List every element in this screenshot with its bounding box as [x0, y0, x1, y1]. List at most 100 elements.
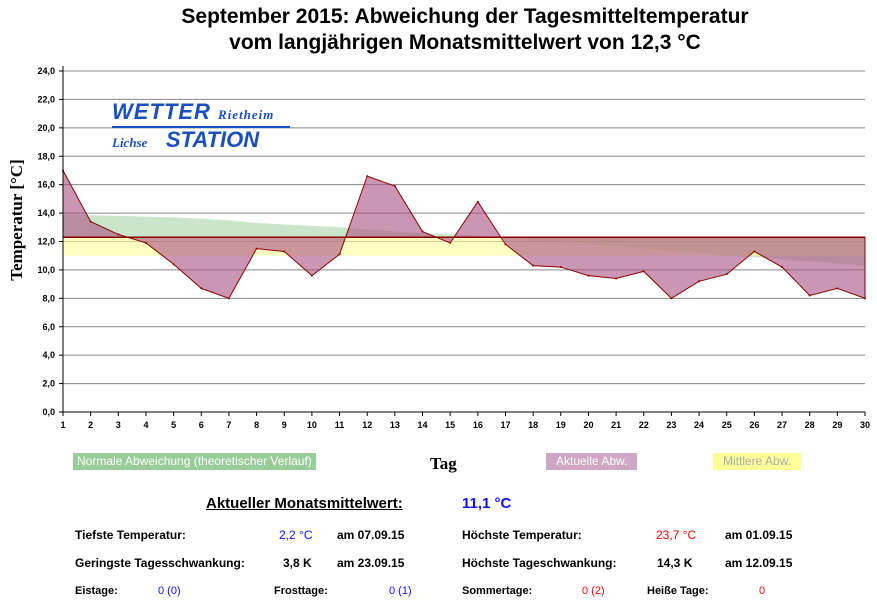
x-tick-label: 17	[500, 420, 510, 430]
min-range-date: am 23.09.15	[337, 556, 405, 570]
legend-actual: Aktuelle Abw.	[546, 453, 638, 470]
data-point	[393, 185, 396, 188]
y-tick-label: 22,0	[37, 94, 55, 104]
data-point	[615, 277, 618, 280]
x-tick-label: 4	[143, 420, 148, 430]
y-tick-label: 12,0	[37, 237, 55, 247]
x-tick-label: 29	[832, 420, 842, 430]
data-point	[476, 200, 479, 203]
frosttage-label: Frosttage:	[274, 585, 328, 597]
x-tick-label: 12	[362, 420, 372, 430]
data-point	[338, 253, 341, 256]
data-point	[559, 266, 562, 269]
title-line2: vom langjährigen Monatsmittelwert von 12…	[229, 31, 701, 54]
frosttage-value: 0 (1)	[389, 585, 412, 597]
y-tick-label: 20,0	[37, 123, 55, 133]
logo-lichse: Lichse	[112, 135, 148, 150]
x-tick-label: 26	[749, 420, 759, 430]
chart-title: September 2015: Abweichung der Tagesmitt…	[0, 4, 877, 56]
max-range-date: am 12.09.15	[725, 556, 793, 570]
data-point	[366, 175, 369, 178]
min-range-label: Geringste Tagesschwankung:	[75, 556, 245, 570]
y-tick-label: 10,0	[37, 265, 55, 275]
heisse-tage-label: Heiße Tage:	[647, 585, 709, 597]
data-point	[587, 274, 590, 277]
x-tick-label: 13	[390, 420, 400, 430]
x-tick-label: 7	[226, 420, 231, 430]
data-point	[449, 241, 452, 244]
sommertage-label: Sommertage:	[462, 585, 533, 597]
x-tick-label: 1	[60, 420, 65, 430]
x-tick-label: 18	[528, 420, 538, 430]
data-point	[89, 220, 92, 223]
x-tick-label: 20	[583, 420, 593, 430]
min-temp-label: Tiefste Temperatur:	[75, 528, 186, 542]
data-point	[504, 243, 507, 246]
x-tick-label: 8	[254, 420, 259, 430]
x-tick-label: 15	[445, 420, 455, 430]
data-point	[532, 264, 535, 267]
data-point	[172, 263, 175, 266]
heisse-tage-value: 0	[759, 585, 766, 597]
data-point	[808, 294, 811, 297]
normal-deviation-area	[63, 214, 865, 266]
chart-plot: 0,0 2,0 4,0 6,0 8,0 10,0 12,0 14,0 16,0 18,0 20,0 2…	[37, 66, 870, 430]
x-tick-label: 24	[694, 420, 704, 430]
legend-mean: Mittlere Abw.	[713, 453, 802, 470]
x-tick-label: 5	[171, 420, 176, 430]
min-temp-date: am 07.09.15	[337, 528, 405, 542]
eistage-label: Eistage:	[75, 585, 118, 597]
data-point	[144, 241, 147, 244]
month-mean-label: Aktueller Monatsmittelwert:	[206, 495, 403, 512]
legend-normal: Normale Abweichung (theoretischer Verlau…	[73, 453, 316, 470]
logo-station: STATION	[165, 127, 260, 152]
wetterstation-logo: WETTER Rietheim Lichse STATION	[112, 101, 290, 155]
month-mean-value: 11,1 °C	[462, 495, 512, 512]
x-tick-label: 30	[860, 420, 870, 430]
logo-wetter: WETTER	[112, 99, 211, 124]
data-point	[670, 297, 673, 300]
data-point	[117, 233, 120, 236]
x-tick-label: 14	[418, 420, 428, 430]
x-tick-label: 16	[473, 420, 483, 430]
x-tick-label: 6	[199, 420, 204, 430]
data-point	[725, 273, 728, 276]
data-point	[283, 250, 286, 253]
max-temp-date: am 01.09.15	[725, 528, 793, 542]
y-tick-label: 8,0	[42, 293, 55, 303]
x-tick-label: 9	[282, 420, 287, 430]
min-range-value: 3,8 K	[283, 556, 312, 570]
max-temp-label: Höchste Temperatur:	[462, 528, 582, 542]
x-tick-label: 25	[722, 420, 732, 430]
y-tick-label: 4,0	[42, 350, 55, 360]
data-point	[642, 270, 645, 273]
data-point	[864, 297, 866, 300]
data-point	[310, 274, 313, 277]
x-tick-label: 27	[777, 420, 787, 430]
data-point	[698, 280, 701, 283]
sommertage-value: 0 (2)	[582, 585, 605, 597]
max-temp-value: 23,7 °C	[656, 528, 697, 542]
x-tick-label: 19	[556, 420, 566, 430]
y-tick-label: 6,0	[42, 322, 55, 332]
max-range-label: Höchste Tageschwankung:	[462, 556, 617, 570]
x-tick-label: 22	[639, 420, 649, 430]
max-range-value: 14,3 K	[657, 556, 693, 570]
x-tick-label: 28	[805, 420, 815, 430]
x-tick-label: 21	[611, 420, 621, 430]
min-temp-value: 2,2 °C	[279, 528, 313, 542]
data-point	[200, 287, 203, 290]
data-point	[227, 297, 230, 300]
y-tick-label: 2,0	[42, 379, 55, 389]
y-tick-label: 18,0	[37, 151, 55, 161]
x-tick-label: 3	[116, 420, 121, 430]
data-point	[255, 247, 258, 250]
y-tick-label: 0,0	[42, 407, 55, 417]
eistage-value: 0 (0)	[158, 585, 181, 597]
logo-rietheim: Rietheim	[218, 107, 275, 122]
x-tick-label: 10	[307, 420, 317, 430]
x-tick-label: 23	[666, 420, 676, 430]
x-tick-label: 2	[88, 420, 93, 430]
data-point	[753, 250, 756, 253]
y-axis-label: Temperatur [°C]	[7, 159, 26, 281]
